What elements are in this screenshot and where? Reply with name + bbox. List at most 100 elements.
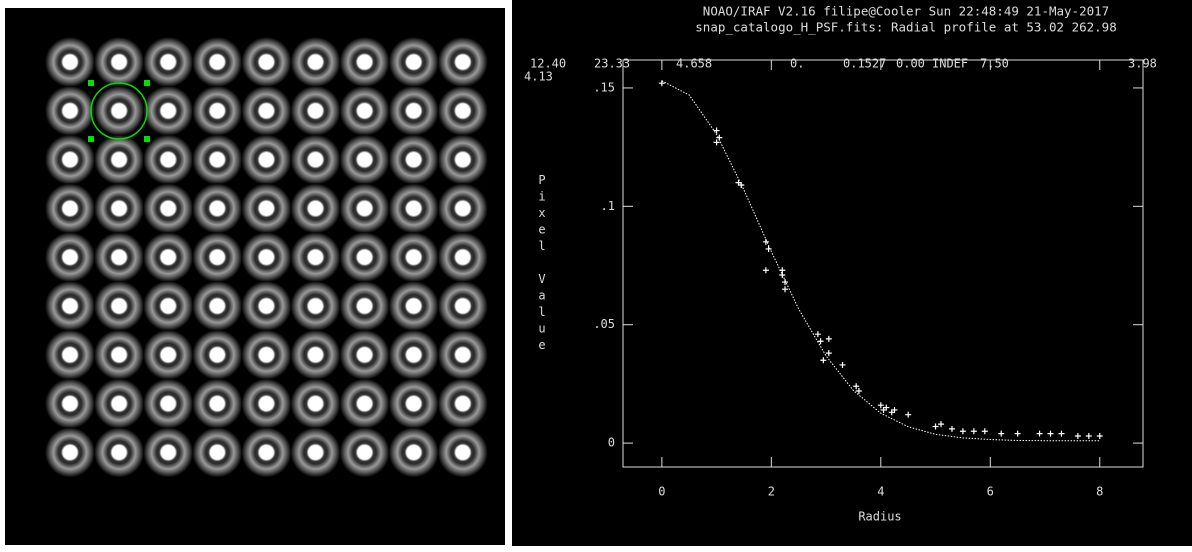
plot-header: NOAO/IRAF V2.16 filipe@Cooler Sun 22:48:… (703, 4, 1109, 19)
star (291, 281, 341, 331)
stat: 3.98 (1128, 57, 1157, 71)
star (192, 281, 242, 331)
handle[interactable] (88, 136, 94, 142)
page: NOAO/IRAF V2.16 filipe@Cooler Sun 22:48:… (0, 0, 1192, 552)
star (192, 183, 242, 233)
star (291, 37, 341, 87)
star (143, 427, 193, 477)
stat: 7.50 (980, 57, 1009, 71)
handle[interactable] (144, 80, 150, 86)
star (389, 183, 439, 233)
star (291, 135, 341, 185)
stat: 0.00 (896, 57, 925, 71)
star (192, 86, 242, 136)
star (291, 379, 341, 429)
star (438, 135, 488, 185)
star (389, 135, 439, 185)
x-tick-label: 4 (877, 485, 884, 499)
screen: NOAO/IRAF V2.16 filipe@Cooler Sun 22:48:… (0, 0, 1192, 552)
star (389, 379, 439, 429)
star (438, 281, 488, 331)
star (143, 232, 193, 282)
star (340, 183, 390, 233)
star (94, 183, 144, 233)
star (143, 281, 193, 331)
star (192, 37, 242, 87)
x-tick-label: 0 (658, 485, 665, 499)
star (241, 232, 291, 282)
star (389, 330, 439, 380)
star (192, 135, 242, 185)
star (438, 183, 488, 233)
star (291, 427, 341, 477)
star (291, 232, 341, 282)
y-tick-label: .05 (593, 317, 615, 331)
y-tick-label: .1 (601, 199, 615, 213)
star (143, 330, 193, 380)
star (438, 232, 488, 282)
star (94, 379, 144, 429)
star (94, 330, 144, 380)
plot-header: snap_catalogo_H_PSF.fits: Radial profile… (695, 20, 1116, 35)
star (438, 37, 488, 87)
star (241, 281, 291, 331)
star (143, 379, 193, 429)
star (291, 86, 341, 136)
star (291, 183, 341, 233)
star (45, 135, 95, 185)
stat: 12.40 (530, 57, 566, 71)
stat: 4.658 (676, 57, 712, 71)
star (291, 330, 341, 380)
star (241, 135, 291, 185)
star (143, 183, 193, 233)
star (45, 330, 95, 380)
star (94, 37, 144, 87)
star (94, 135, 144, 185)
star (340, 86, 390, 136)
x-tick-label: 8 (1096, 485, 1103, 499)
star (143, 135, 193, 185)
star (340, 281, 390, 331)
star (389, 232, 439, 282)
star (143, 37, 193, 87)
star (389, 86, 439, 136)
star (438, 86, 488, 136)
star (340, 232, 390, 282)
star (340, 135, 390, 185)
star (94, 232, 144, 282)
star (241, 330, 291, 380)
star (389, 427, 439, 477)
star (94, 427, 144, 477)
star (241, 86, 291, 136)
star (340, 427, 390, 477)
star (241, 379, 291, 429)
star (143, 86, 193, 136)
star (340, 37, 390, 87)
star (192, 427, 242, 477)
x-axis-label: Radius (858, 510, 901, 524)
star (45, 427, 95, 477)
stat: 4.13 (524, 70, 553, 84)
x-tick-label: 6 (987, 485, 994, 499)
star (192, 232, 242, 282)
star (192, 330, 242, 380)
y-tick-label: 0 (608, 436, 615, 450)
star (241, 183, 291, 233)
star (45, 86, 95, 136)
stat: INDEF (932, 57, 968, 71)
handle[interactable] (88, 80, 94, 86)
y-tick-label: .15 (593, 80, 615, 94)
star (45, 379, 95, 429)
star (438, 330, 488, 380)
star (45, 232, 95, 282)
star (45, 281, 95, 331)
star (241, 37, 291, 87)
stat: 0.1527 (843, 57, 886, 71)
x-tick-label: 2 (768, 485, 775, 499)
handle[interactable] (144, 136, 150, 142)
star (94, 281, 144, 331)
star (389, 37, 439, 87)
star (45, 37, 95, 87)
star (438, 427, 488, 477)
